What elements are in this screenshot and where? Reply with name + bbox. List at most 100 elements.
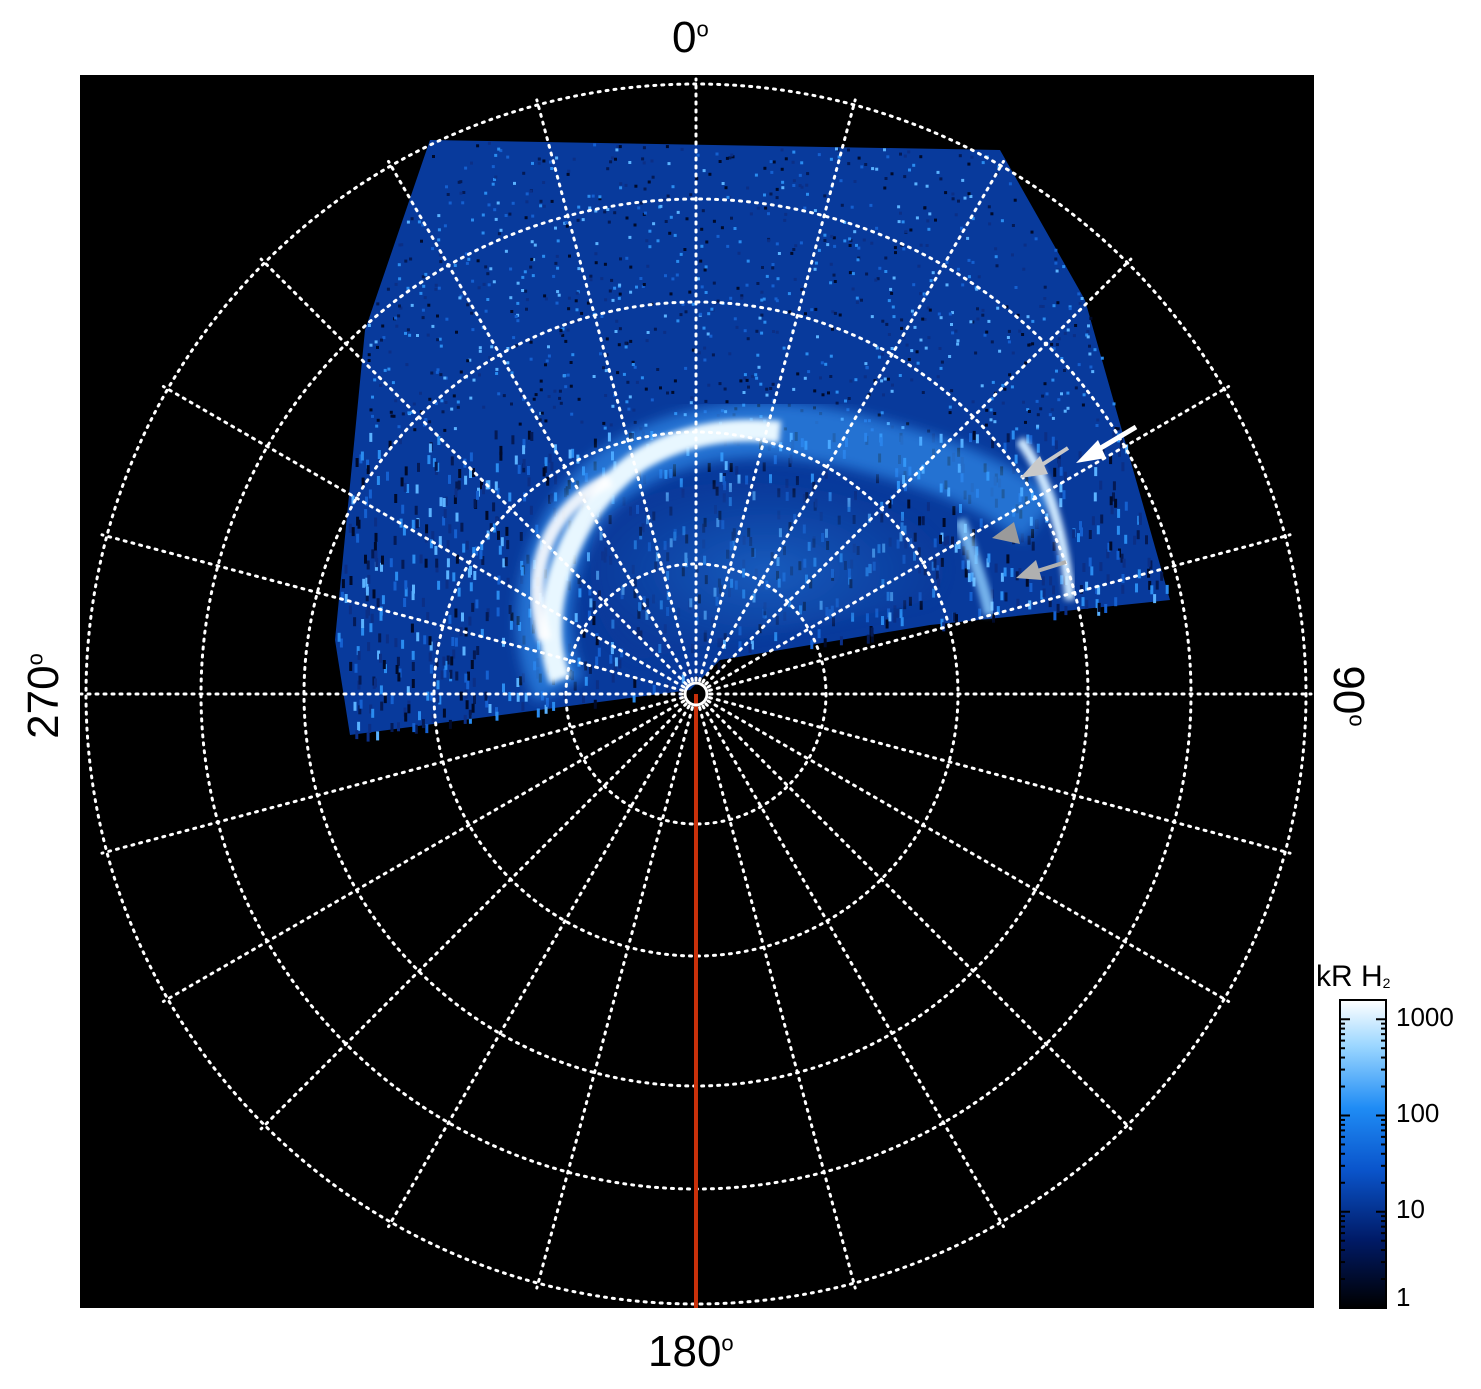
noise-speck [617,296,621,300]
noise-speck [860,165,864,169]
noise-speck [915,216,919,220]
noise-speck [411,519,415,529]
noise-speck [448,719,452,729]
noise-speck [428,420,432,424]
noise-speck [574,299,578,303]
noise-speck [443,376,447,380]
noise-speck [886,377,890,381]
noise-speck [444,496,448,506]
noise-speck [1074,386,1078,390]
noise-speck [543,294,547,298]
noise-speck [954,329,958,333]
noise-speck [956,342,960,346]
noise-speck [436,314,439,318]
noise-speck [1048,413,1052,417]
noise-speck [1049,576,1053,586]
noise-speck [411,650,415,660]
noise-speck [867,393,871,397]
noise-speck [340,591,344,601]
noise-speck [1027,343,1031,347]
noise-speck [674,412,678,416]
noise-speck [913,325,917,329]
noise-speck [459,180,463,184]
noise-speck [439,497,443,507]
noise-speck [527,430,531,440]
noise-speck [813,209,817,213]
noise-speck [521,289,525,292]
noise-speck [951,192,955,196]
noise-speck [472,468,475,477]
noise-speck [418,711,421,721]
noise-speck [494,217,498,221]
noise-speck [571,353,575,357]
noise-speck [666,683,670,693]
noise-speck [771,263,775,266]
noise-speck [1096,525,1100,535]
noise-speck [668,231,672,235]
noise-speck [702,169,706,173]
noise-speck [476,144,480,148]
noise-speck [547,395,551,398]
noise-speck [702,326,706,330]
noise-speck [784,157,788,161]
noise-speck [438,337,442,341]
noise-speck [556,290,560,294]
noise-speck [1116,550,1120,560]
noise-speck [389,410,393,414]
noise-speck [877,413,881,417]
noise-speck [471,279,475,283]
noise-speck [587,610,591,620]
noise-speck [496,590,500,600]
noise-speck [987,319,991,323]
noise-speck [634,184,638,188]
noise-speck [435,563,439,573]
noise-speck [971,217,975,221]
noise-speck [537,161,541,165]
noise-speck [499,445,503,455]
noise-speck [516,281,520,285]
noise-speck [1112,492,1115,502]
noise-speck [421,719,425,729]
noise-speck [1053,611,1057,621]
noise-speck [371,414,374,418]
noise-speck [633,420,637,424]
noise-speck [496,487,500,497]
noise-speck [1085,599,1089,609]
noise-speck [912,283,916,287]
noise-speck [1091,516,1095,526]
noise-speck [609,160,613,164]
noise-speck [723,387,727,391]
noise-speck [712,281,716,285]
noise-speck [1057,458,1061,468]
noise-speck [883,377,887,381]
noise-speck [611,298,615,302]
noise-speck [470,311,474,315]
noise-speck [664,220,668,223]
noise-speck [725,400,729,404]
noise-speck [527,477,531,487]
noise-speck [1118,447,1121,457]
noise-speck [746,259,750,263]
grid-ring-1 [564,562,828,826]
noise-speck [419,291,423,295]
noise-speck [1072,334,1076,338]
noise-speck [575,308,579,312]
noise-speck [404,466,408,476]
noise-speck [494,430,498,440]
noise-speck [1003,387,1007,391]
noise-speck [645,339,649,343]
noise-speck [356,516,360,526]
noise-speck [890,347,894,350]
noise-speck [750,375,754,378]
noise-speck [758,316,762,320]
noise-speck [1059,466,1063,476]
noise-speck [381,555,384,565]
noise-speck [899,152,902,156]
noise-speck [857,246,861,250]
noise-speck [874,278,878,282]
noise-speck [481,213,485,217]
noise-speck [839,179,843,183]
noise-speck [546,476,550,486]
noise-speck [569,384,573,388]
noise-speck [990,212,994,216]
